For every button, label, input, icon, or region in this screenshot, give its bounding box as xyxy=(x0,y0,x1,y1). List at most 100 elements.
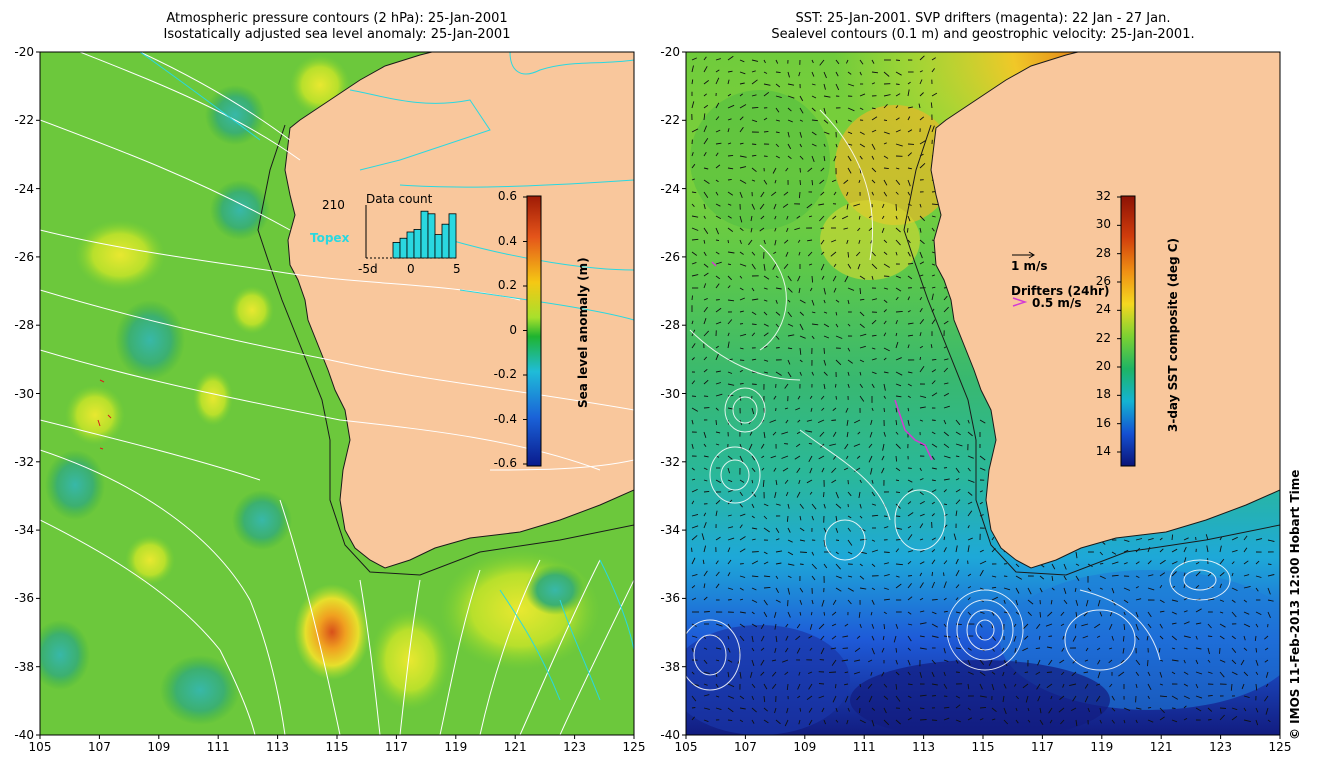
velocity-vector xyxy=(739,126,744,133)
right-map-panel[interactable] xyxy=(670,50,1300,740)
velocity-vector xyxy=(727,70,733,73)
velocity-vector xyxy=(883,719,890,726)
velocity-vector xyxy=(1120,659,1125,664)
velocity-vector xyxy=(796,431,801,435)
velocity-vector xyxy=(739,479,745,483)
velocity-vector xyxy=(773,395,777,400)
colorbar-tick-label: 0 xyxy=(509,322,517,337)
velocity-vector xyxy=(847,383,850,388)
velocity-vector xyxy=(1058,707,1065,713)
velocity-vector xyxy=(727,526,734,529)
left-map-panel[interactable] xyxy=(30,50,634,735)
velocity-vector xyxy=(1171,611,1177,615)
velocity-vector xyxy=(847,551,853,555)
velocity-vector xyxy=(955,647,961,650)
velocity-vector xyxy=(763,359,769,362)
velocity-vector xyxy=(943,295,948,301)
velocity-vector xyxy=(787,71,790,78)
velocity-vector xyxy=(787,143,792,150)
anomaly-high xyxy=(75,220,165,290)
velocity-vector xyxy=(919,561,925,565)
velocity-vector xyxy=(1147,587,1155,591)
velocity-vector xyxy=(895,357,902,361)
velocity-vector xyxy=(883,395,886,399)
latitude-tick-label: -38 xyxy=(660,659,680,674)
velocity-vector xyxy=(835,719,839,723)
velocity-vector xyxy=(1038,635,1041,640)
velocity-vector xyxy=(847,539,853,546)
velocity-vector xyxy=(943,572,945,577)
velocity-vector xyxy=(773,251,777,254)
velocity-vector xyxy=(847,155,852,162)
velocity-vector xyxy=(703,191,709,199)
velocity-vector xyxy=(786,227,789,233)
velocity-vector xyxy=(763,263,766,271)
velocity-vector xyxy=(739,671,742,679)
velocity-vector xyxy=(1015,575,1023,580)
velocity-vector xyxy=(1207,635,1213,638)
velocity-vector xyxy=(1135,538,1143,541)
velocity-vector xyxy=(703,431,707,438)
velocity-vector xyxy=(763,323,769,327)
velocity-vector xyxy=(823,131,830,135)
velocity-vector xyxy=(691,65,694,73)
velocity-vector xyxy=(919,671,923,678)
velocity-vector xyxy=(1111,574,1119,577)
velocity-vector xyxy=(823,335,830,339)
latitude-tick-label: -28 xyxy=(660,318,680,333)
longitude-tick-label: 125 xyxy=(1268,740,1292,754)
velocity-vector xyxy=(907,106,913,109)
velocity-vector xyxy=(907,129,913,133)
velocity-vector xyxy=(787,95,795,99)
velocity-vector xyxy=(1231,671,1238,676)
velocity-vector xyxy=(907,395,911,398)
velocity-vector xyxy=(991,611,995,616)
anomaly-high xyxy=(193,370,233,426)
velocity-vector xyxy=(703,611,710,613)
velocity-vector xyxy=(763,239,766,245)
velocity-vector xyxy=(1171,707,1176,710)
velocity-vector xyxy=(1159,635,1164,640)
velocity-vector xyxy=(883,142,887,145)
velocity-vector xyxy=(859,623,862,629)
velocity-vector xyxy=(931,274,935,277)
velocity-vector xyxy=(1264,695,1269,702)
velocity-vector xyxy=(1099,551,1104,556)
velocity-vector xyxy=(715,58,721,61)
velocity-vector xyxy=(782,467,789,472)
sst-cold-patch xyxy=(850,660,1110,735)
velocity-vector xyxy=(979,455,986,461)
velocity-vector xyxy=(750,227,753,233)
velocity-vector xyxy=(799,143,802,148)
velocity-vector xyxy=(748,239,753,246)
velocity-vector xyxy=(853,419,861,424)
velocity-vector xyxy=(967,537,973,541)
longitude-tick-label: 105 xyxy=(28,740,52,754)
latitude-tick-label: -30 xyxy=(660,386,680,401)
velocity-vector xyxy=(796,623,801,629)
velocity-vector xyxy=(782,203,789,208)
velocity-vector xyxy=(760,659,765,666)
velocity-vector xyxy=(883,287,889,290)
velocity-vector xyxy=(871,563,876,567)
velocity-vector xyxy=(1195,562,1200,565)
velocity-vector xyxy=(883,347,890,352)
velocity-vector xyxy=(811,323,819,326)
colorbar-tick-label: 24 xyxy=(1095,302,1111,317)
velocity-vector xyxy=(1096,635,1101,638)
velocity-vector xyxy=(955,558,959,565)
velocity-vector xyxy=(775,95,782,99)
velocity-vector xyxy=(691,488,698,493)
velocity-vector xyxy=(760,635,765,642)
velocity-vector xyxy=(907,550,914,553)
velocity-vector xyxy=(787,575,792,579)
latitude-tick-label: -20 xyxy=(14,45,34,59)
velocity-vector xyxy=(751,287,755,292)
velocity-vector xyxy=(883,573,890,577)
velocity-vector xyxy=(751,611,755,615)
velocity-vector xyxy=(783,191,789,196)
velocity-vector xyxy=(823,311,828,314)
velocity-vector xyxy=(1002,695,1005,703)
velocity-vector xyxy=(856,455,861,459)
